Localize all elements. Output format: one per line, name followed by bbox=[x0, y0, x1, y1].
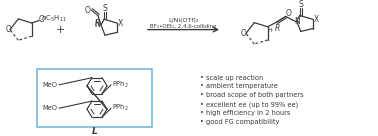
Text: X: X bbox=[314, 15, 319, 24]
Text: • broad scope of both partners: • broad scope of both partners bbox=[200, 92, 304, 98]
Text: MeO: MeO bbox=[42, 105, 57, 111]
Text: H: H bbox=[268, 28, 273, 33]
Text: PPh$_2$: PPh$_2$ bbox=[112, 103, 129, 113]
Text: O: O bbox=[38, 15, 44, 24]
Text: O: O bbox=[241, 29, 247, 38]
Text: • excellent ee (up to 99% ee): • excellent ee (up to 99% ee) bbox=[200, 101, 298, 108]
Text: BF₃•OEt₂, 2,4,6-collidine: BF₃•OEt₂, 2,4,6-collidine bbox=[150, 24, 217, 29]
Text: N: N bbox=[94, 20, 101, 29]
Text: $\mathit{n}$C$_5$H$_{11}$: $\mathit{n}$C$_5$H$_{11}$ bbox=[41, 14, 67, 24]
Text: R: R bbox=[94, 18, 100, 28]
Text: O: O bbox=[286, 9, 292, 18]
Text: O: O bbox=[6, 25, 11, 34]
Text: S: S bbox=[102, 4, 107, 13]
Text: L/Ni(OTf)₂: L/Ni(OTf)₂ bbox=[168, 18, 199, 23]
Text: X: X bbox=[118, 18, 123, 28]
Text: • good FG compatibility: • good FG compatibility bbox=[200, 119, 279, 125]
Text: • scale up reaction: • scale up reaction bbox=[200, 75, 263, 81]
Text: N: N bbox=[294, 17, 300, 26]
Text: MeO: MeO bbox=[42, 82, 57, 88]
Text: S: S bbox=[298, 0, 303, 9]
Text: R: R bbox=[275, 24, 280, 33]
FancyBboxPatch shape bbox=[37, 69, 152, 127]
Text: +: + bbox=[55, 25, 65, 35]
Text: PPh$_2$: PPh$_2$ bbox=[112, 80, 129, 90]
Text: L: L bbox=[91, 127, 98, 136]
Text: O: O bbox=[85, 6, 90, 15]
Text: • high efficiency in 2 hours: • high efficiency in 2 hours bbox=[200, 110, 290, 116]
Text: • ambient temperature: • ambient temperature bbox=[200, 84, 278, 89]
